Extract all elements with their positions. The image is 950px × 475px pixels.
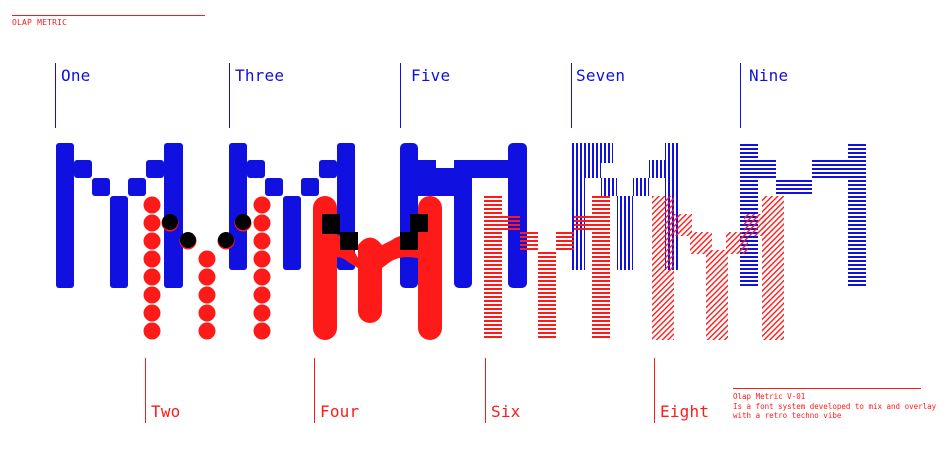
label-rule-eight — [654, 358, 655, 423]
glyph-two — [143, 196, 271, 340]
label-three: Three — [235, 66, 285, 85]
overlap-marks — [162, 214, 428, 250]
note-rule — [733, 388, 921, 389]
label-one: One — [61, 66, 91, 85]
glyph-six — [484, 196, 610, 340]
label-four: Four — [320, 402, 360, 421]
label-rule-six — [485, 358, 486, 423]
label-rule-seven — [571, 63, 572, 128]
brand-title: OLAP METRIC — [12, 18, 68, 27]
note-line-2: with a retro techno vibe — [733, 411, 842, 420]
label-six: Six — [491, 402, 521, 421]
note-line-1: Is a font system developed to mix and ov… — [733, 401, 937, 411]
label-rule-two — [145, 358, 146, 423]
label-rule-nine — [740, 63, 741, 128]
note-title: Olap Metric V-01 — [733, 392, 806, 401]
label-rule-five — [400, 63, 401, 128]
glyph-eight — [652, 196, 784, 340]
label-two: Two — [151, 402, 181, 421]
description-note: Olap Metric V-01 Is a font system develo… — [733, 392, 943, 421]
label-rule-four — [314, 358, 315, 423]
label-rule-one — [55, 63, 56, 128]
label-five: Five — [411, 66, 451, 85]
glyph-one — [56, 143, 183, 288]
label-nine: Nine — [749, 66, 789, 85]
label-seven: Seven — [576, 66, 626, 85]
label-eight: Eight — [660, 402, 710, 421]
top-rule — [12, 15, 205, 16]
label-rule-three — [229, 63, 230, 128]
